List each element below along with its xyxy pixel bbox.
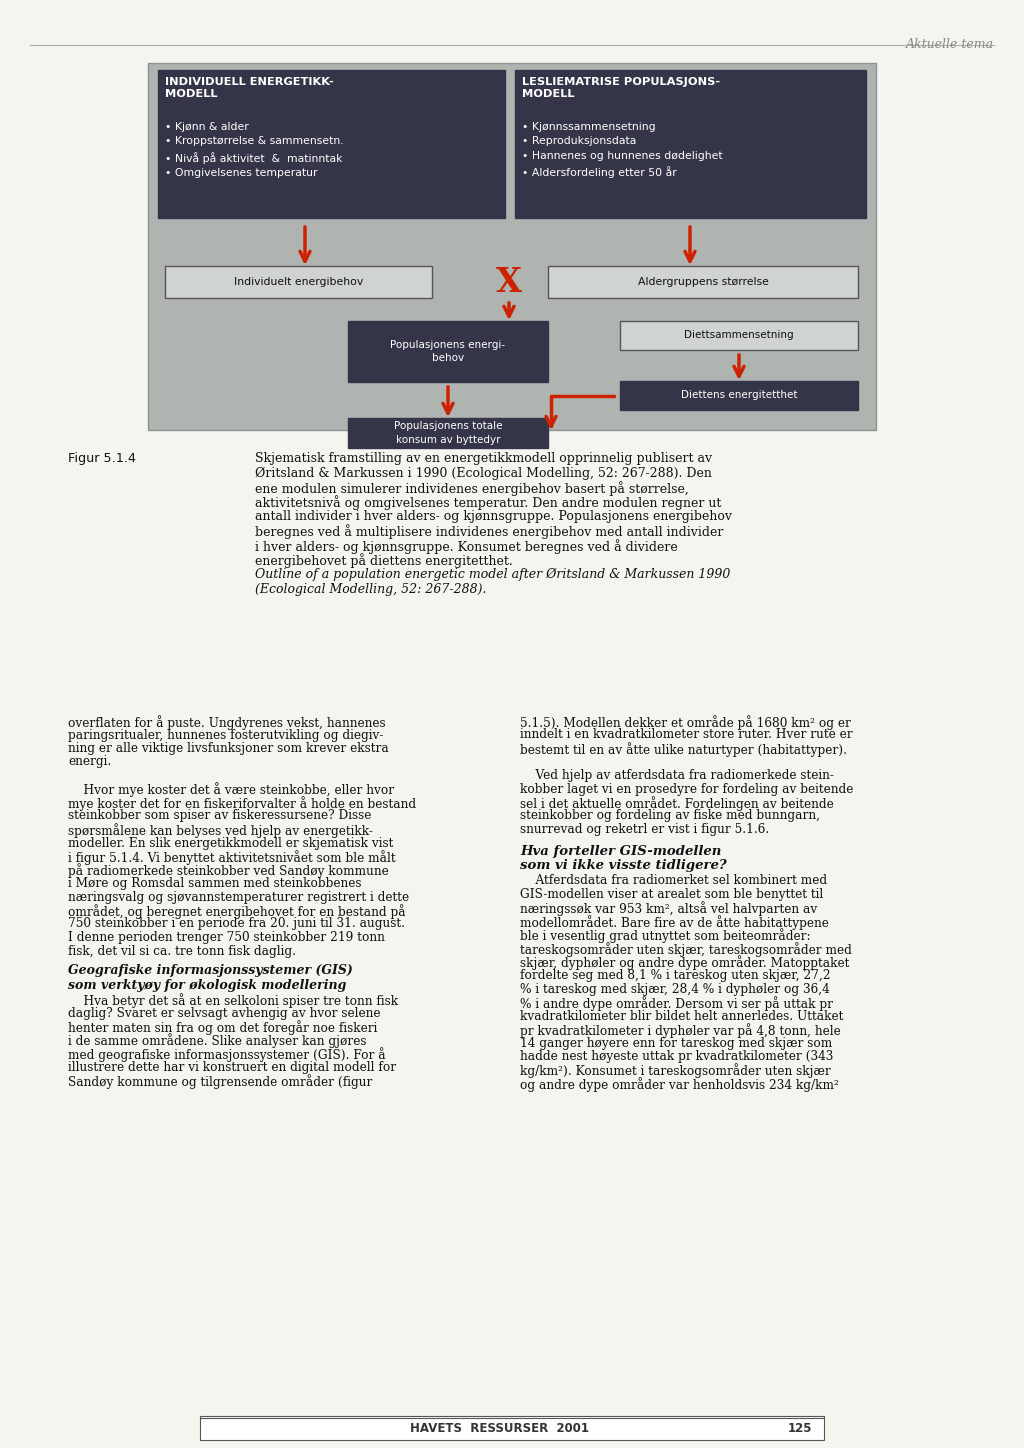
Text: i de samme områdene. Slike analyser kan gjøres: i de samme områdene. Slike analyser kan …: [68, 1034, 367, 1048]
FancyBboxPatch shape: [620, 381, 858, 410]
Text: på radiomerkede steinkobber ved Sandøy kommune: på radiomerkede steinkobber ved Sandøy k…: [68, 863, 389, 879]
Text: • Kjønnssammensetning
• Reproduksjonsdata
• Hannenes og hunnenes dødelighet
• Al: • Kjønnssammensetning • Reproduksjonsdat…: [522, 122, 723, 178]
Text: Øritsland & Markussen i 1990 (Ecological Modelling, 52: 267-288). Den: Øritsland & Markussen i 1990 (Ecological…: [255, 466, 712, 479]
Text: antall individer i hver alders- og kjønnsgruppe. Populasjonens energibehov: antall individer i hver alders- og kjønn…: [255, 510, 732, 523]
Text: (Ecological Modelling, 52: 267-288).: (Ecological Modelling, 52: 267-288).: [255, 582, 486, 595]
Text: modellområdet. Bare fire av de åtte habitattypene: modellområdet. Bare fire av de åtte habi…: [520, 915, 828, 930]
Text: Sandøy kommune og tilgrensende områder (figur: Sandøy kommune og tilgrensende områder (…: [68, 1074, 373, 1089]
Text: pr kvadratkilometer i dyphøler var på 4,8 tonn, hele: pr kvadratkilometer i dyphøler var på 4,…: [520, 1022, 841, 1038]
Text: som verktyøy for økologisk modellering: som verktyøy for økologisk modellering: [68, 979, 346, 992]
Text: ble i vesentlig grad utnyttet som beiteområder:: ble i vesentlig grad utnyttet som beiteo…: [520, 928, 811, 944]
Text: Aldergruppens størrelse: Aldergruppens størrelse: [638, 277, 768, 287]
Text: som vi ikke visste tidligere?: som vi ikke visste tidligere?: [520, 860, 727, 873]
Text: sel i det aktuelle området. Fordelingen av beitende: sel i det aktuelle området. Fordelingen …: [520, 796, 834, 811]
Text: daglig? Svaret er selvsagt avhengig av hvor selene: daglig? Svaret er selvsagt avhengig av h…: [68, 1006, 381, 1019]
Text: kg/km²). Konsumet i tareskogsområder uten skjær: kg/km²). Konsumet i tareskogsområder ute…: [520, 1063, 830, 1079]
Text: spørsmålene kan belyses ved hjelp av energetikk-: spørsmålene kan belyses ved hjelp av ene…: [68, 822, 373, 838]
FancyBboxPatch shape: [158, 70, 505, 219]
Text: Populasjonens totale
konsum av byttedyr: Populasjonens totale konsum av byttedyr: [394, 421, 502, 445]
Text: Figur 5.1.4: Figur 5.1.4: [68, 452, 136, 465]
Text: og andre dype områder var henholdsvis 234 kg/km²: og andre dype områder var henholdsvis 23…: [520, 1077, 839, 1092]
Text: I denne perioden trenger 750 steinkobber 219 tonn: I denne perioden trenger 750 steinkobber…: [68, 931, 385, 944]
Text: modeller. En slik energetikkmodell er skjematisk vist: modeller. En slik energetikkmodell er sk…: [68, 837, 393, 850]
Text: ene modulen simulerer individenes energibehov basert på størrelse,: ene modulen simulerer individenes energi…: [255, 481, 689, 495]
Text: snurrevad og reketrl er vist i figur 5.1.6.: snurrevad og reketrl er vist i figur 5.1…: [520, 822, 769, 835]
FancyBboxPatch shape: [348, 321, 548, 382]
Text: beregnes ved å multiplisere individenes energibehov med antall individer: beregnes ved å multiplisere individenes …: [255, 524, 723, 539]
Text: inndelt i en kvadratkilometer store ruter. Hver rute er: inndelt i en kvadratkilometer store rute…: [520, 728, 853, 741]
Text: aktivitetsnivå og omgivelsenes temperatur. Den andre modulen regner ut: aktivitetsnivå og omgivelsenes temperatu…: [255, 495, 721, 510]
Text: GIS-modellen viser at arealet som ble benyttet til: GIS-modellen viser at arealet som ble be…: [520, 888, 823, 901]
Text: Hvor mye koster det å være steinkobbe, eller hvor: Hvor mye koster det å være steinkobbe, e…: [68, 782, 394, 798]
Text: bestemt til en av åtte ulike naturtyper (habitattyper).: bestemt til en av åtte ulike naturtyper …: [520, 741, 847, 757]
Text: Populasjonens energi-
behov: Populasjonens energi- behov: [390, 340, 506, 363]
Text: 125: 125: [787, 1422, 812, 1435]
Text: LESLIEMATRISE POPULASJONS-
MODELL: LESLIEMATRISE POPULASJONS- MODELL: [522, 77, 720, 100]
Text: energi.: energi.: [68, 756, 112, 769]
Text: næringssøk var 953 km², altså vel halvparten av: næringssøk var 953 km², altså vel halvpa…: [520, 902, 817, 917]
Text: Ved hjelp av atferdsdata fra radiomerkede stein-: Ved hjelp av atferdsdata fra radiomerked…: [520, 769, 834, 782]
Text: • Kjønn & alder
• Kroppstørrelse & sammensetn.
• Nivå på aktivitet  &  matinntak: • Kjønn & alder • Kroppstørrelse & samme…: [165, 122, 344, 178]
Text: INDIVIDUELL ENERGETIKK-
MODELL: INDIVIDUELL ENERGETIKK- MODELL: [165, 77, 334, 100]
Text: Geografiske informasjonssystemer (GIS): Geografiske informasjonssystemer (GIS): [68, 964, 352, 977]
FancyBboxPatch shape: [548, 266, 858, 298]
FancyBboxPatch shape: [148, 64, 876, 430]
Text: i Møre og Romsdal sammen med steinkobbenes: i Møre og Romsdal sammen med steinkobben…: [68, 877, 361, 891]
FancyBboxPatch shape: [165, 266, 432, 298]
Text: Individuelt energibehov: Individuelt energibehov: [233, 277, 364, 287]
Text: næringsvalg og sjøvannstemperaturer registrert i dette: næringsvalg og sjøvannstemperaturer regi…: [68, 891, 410, 904]
Text: kvadratkilometer blir bildet helt annerledes. Uttaket: kvadratkilometer blir bildet helt annerl…: [520, 1009, 844, 1022]
Text: hadde nest høyeste uttak pr kvadratkilometer (343: hadde nest høyeste uttak pr kvadratkilom…: [520, 1050, 834, 1063]
Text: mye koster det for en fiskeriforvalter å holde en bestand: mye koster det for en fiskeriforvalter å…: [68, 796, 416, 811]
Text: 14 ganger høyere enn for tareskog med skjær som: 14 ganger høyere enn for tareskog med sk…: [520, 1037, 833, 1050]
Text: ning er alle viktige livsfunksjoner som krever ekstra: ning er alle viktige livsfunksjoner som …: [68, 741, 389, 754]
Text: tareskogsområder uten skjær, tareskogsområder med: tareskogsområder uten skjær, tareskogsom…: [520, 943, 852, 957]
Text: Aktuelle tema: Aktuelle tema: [906, 38, 994, 51]
Text: Diettens energitetthet: Diettens energitetthet: [681, 391, 798, 401]
Text: 750 steinkobber i en periode fra 20. juni til 31. august.: 750 steinkobber i en periode fra 20. jun…: [68, 918, 406, 931]
Text: fisk, det vil si ca. tre tonn fisk daglig.: fisk, det vil si ca. tre tonn fisk dagli…: [68, 944, 296, 957]
FancyBboxPatch shape: [348, 418, 548, 447]
Text: skjær, dyphøler og andre dype områder. Matopptaket: skjær, dyphøler og andre dype områder. M…: [520, 956, 849, 970]
Text: Hva betyr det så at en selkoloni spiser tre tonn fisk: Hva betyr det så at en selkoloni spiser …: [68, 993, 398, 1008]
Text: området, og beregnet energibehovet for en bestand på: området, og beregnet energibehovet for e…: [68, 904, 406, 919]
Text: 5.1.5). Modellen dekker et område på 1680 km² og er: 5.1.5). Modellen dekker et område på 168…: [520, 715, 851, 730]
FancyBboxPatch shape: [200, 1416, 824, 1439]
Text: Diettsammensetning: Diettsammensetning: [684, 330, 794, 340]
FancyBboxPatch shape: [515, 70, 866, 219]
Text: steinkobber som spiser av fiskeressursene? Disse: steinkobber som spiser av fiskeressursen…: [68, 809, 372, 822]
Text: HAVETS  RESSURSER  2001: HAVETS RESSURSER 2001: [411, 1422, 590, 1435]
FancyBboxPatch shape: [620, 321, 858, 350]
Text: fordelte seg med 8,1 % i tareskog uten skjær, 27,2: fordelte seg med 8,1 % i tareskog uten s…: [520, 969, 830, 982]
Text: Atferdsdata fra radiomerket sel kombinert med: Atferdsdata fra radiomerket sel kombiner…: [520, 875, 827, 888]
Text: paringsritualer, hunnenes fosterutvikling og diegiv-: paringsritualer, hunnenes fosterutviklin…: [68, 728, 383, 741]
Text: energibehovet på diettens energitetthet.: energibehovet på diettens energitetthet.: [255, 553, 513, 569]
Text: med geografiske informasjonssystemer (GIS). For å: med geografiske informasjonssystemer (GI…: [68, 1047, 386, 1061]
Text: illustrere dette har vi konstruert en digital modell for: illustrere dette har vi konstruert en di…: [68, 1060, 396, 1073]
Text: i figur 5.1.4. Vi benyttet aktivitetsnivået som ble målt: i figur 5.1.4. Vi benyttet aktivitetsniv…: [68, 850, 395, 864]
Text: i hver alders- og kjønnsgruppe. Konsumet beregnes ved å dividere: i hver alders- og kjønnsgruppe. Konsumet…: [255, 539, 678, 555]
Text: Outline of a population energetic model after Øritsland & Markussen 1990: Outline of a population energetic model …: [255, 568, 730, 581]
Text: Hva forteller GIS-modellen: Hva forteller GIS-modellen: [520, 844, 721, 857]
Text: X: X: [496, 265, 522, 298]
Text: steinkobber og fordeling av fiske med bunngarn,: steinkobber og fordeling av fiske med bu…: [520, 809, 820, 822]
Text: % i tareskog med skjær, 28,4 % i dyphøler og 36,4: % i tareskog med skjær, 28,4 % i dyphøle…: [520, 983, 829, 996]
Text: overflaten for å puste. Ungdyrenes vekst, hannenes: overflaten for å puste. Ungdyrenes vekst…: [68, 715, 386, 730]
Text: Skjematisk framstilling av en energetikkmodell opprinnelig publisert av: Skjematisk framstilling av en energetikk…: [255, 452, 712, 465]
Text: henter maten sin fra og om det foregår noe fiskeri: henter maten sin fra og om det foregår n…: [68, 1019, 378, 1035]
Text: % i andre dype områder. Dersom vi ser på uttak pr: % i andre dype områder. Dersom vi ser på…: [520, 996, 833, 1011]
Text: kobber laget vi en prosedyre for fordeling av beitende: kobber laget vi en prosedyre for fordeli…: [520, 782, 853, 795]
